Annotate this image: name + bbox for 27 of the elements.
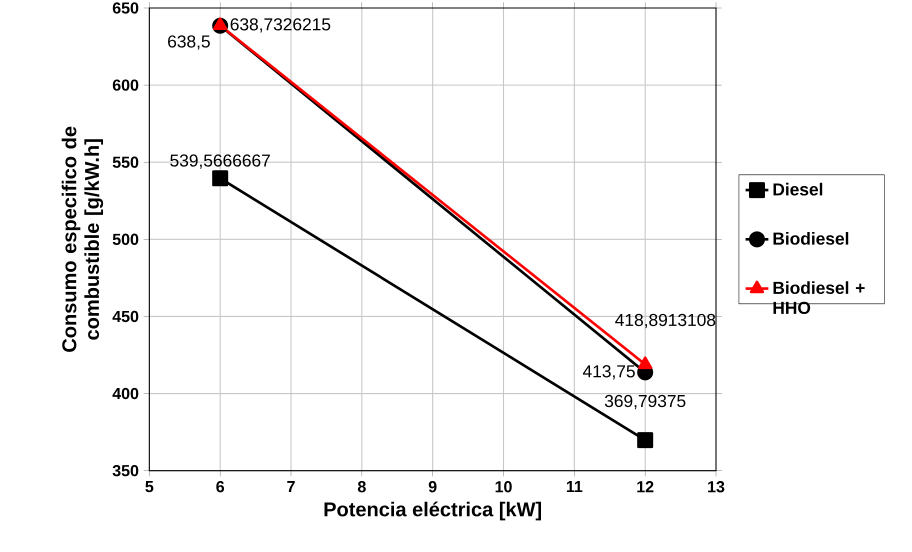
x-tick-label: 12: [637, 481, 654, 492]
x-tick-label: 6: [216, 481, 224, 492]
x-tick-label: 9: [428, 481, 437, 492]
data-label: 638,5: [168, 35, 210, 50]
legend-label: Biodiesel: [774, 232, 848, 245]
y-tick-label: 400: [112, 388, 138, 400]
x-tick-label: 13: [708, 481, 724, 492]
data-label: 638,7326215: [230, 18, 330, 33]
legend-label: Diesel: [774, 182, 822, 196]
data-label: 413,75: [582, 365, 635, 380]
data-label: 369,79375: [604, 394, 686, 410]
x-axis-title: Potencia eléctrica [kW]: [324, 502, 542, 520]
x-tick-label: 7: [287, 481, 295, 492]
data-label: 418,8913108: [615, 314, 716, 328]
y-axis-title: Consumo especifico de combustible [g/kW.h]: [62, 126, 104, 352]
legend-label: Biodiesel + HHO: [774, 281, 865, 314]
y-tick-label: 650: [112, 2, 138, 14]
x-tick-label: 11: [566, 481, 582, 492]
x-tick-label: 8: [358, 481, 366, 492]
x-tick-label: 5: [145, 481, 154, 492]
x-tick-label: 10: [496, 481, 512, 492]
y-tick-label: 550: [112, 156, 138, 168]
data-label: 539,5666667: [170, 154, 270, 169]
y-tick-label: 350: [112, 464, 138, 476]
y-tick-label: 500: [112, 234, 138, 245]
y-tick-label: 600: [112, 79, 138, 91]
y-tick-label: 450: [112, 310, 138, 322]
